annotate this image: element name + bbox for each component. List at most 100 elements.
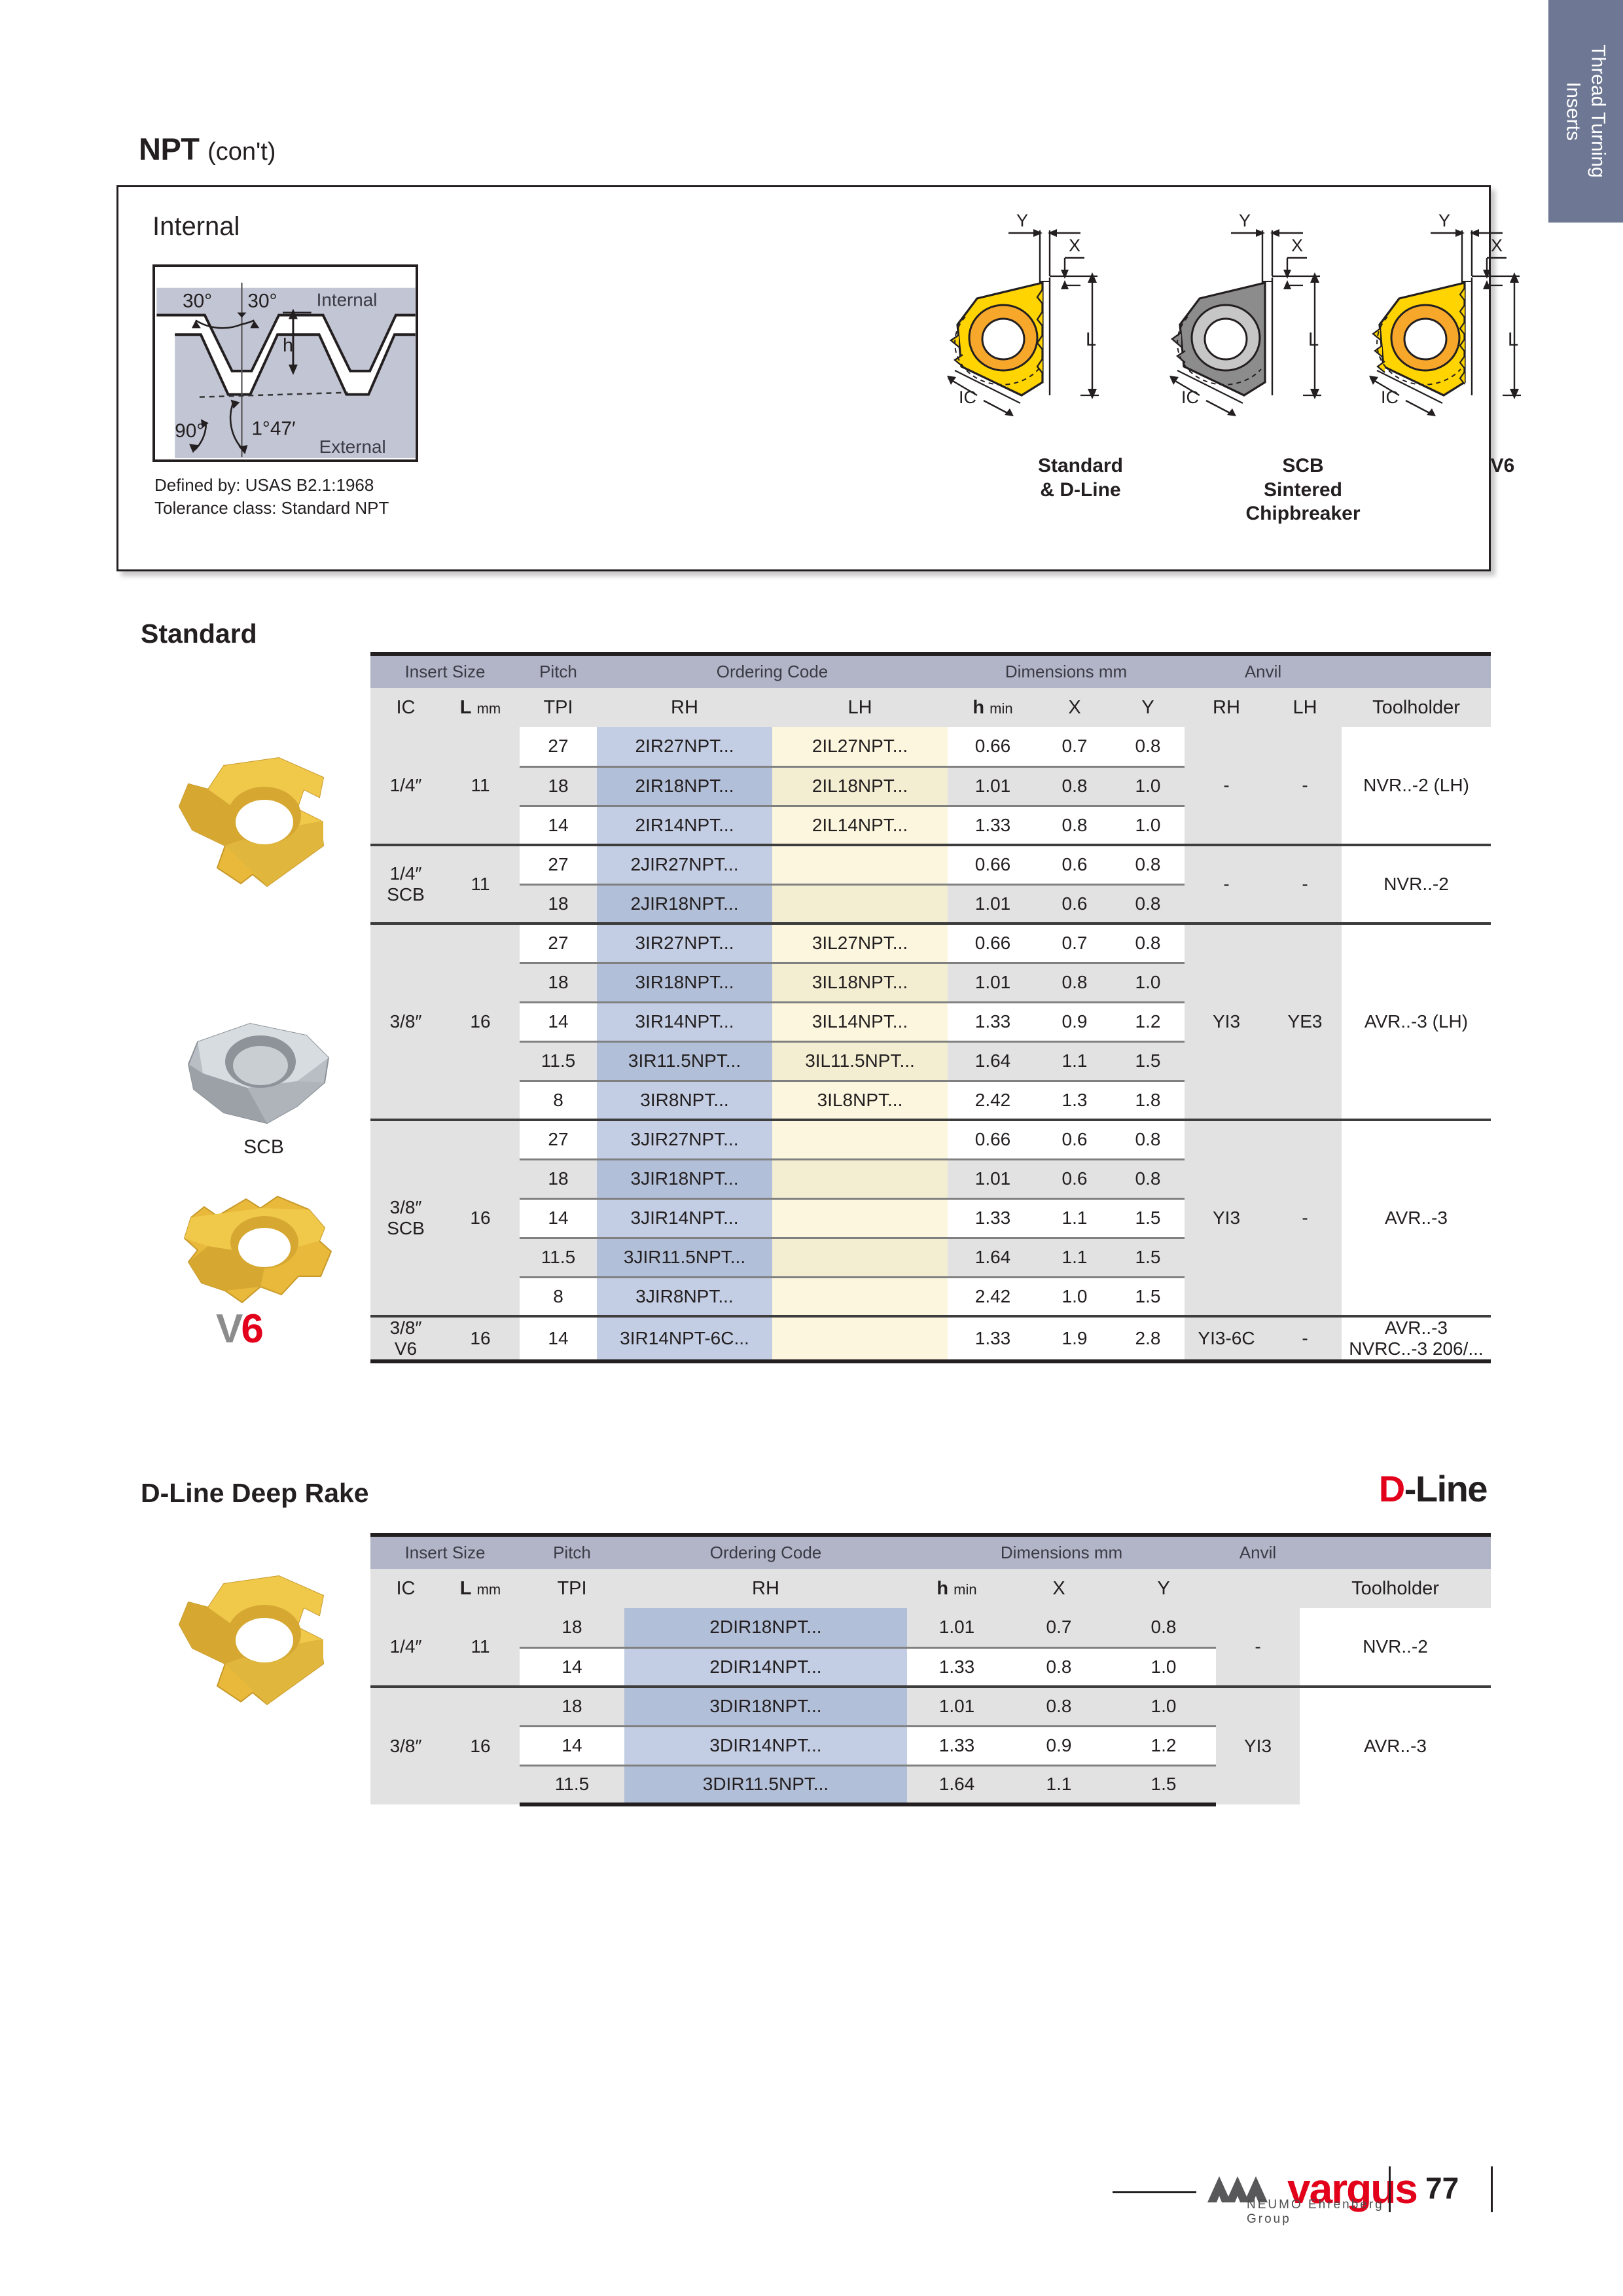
table-row: 18 3IR18NPT... 3IL18NPT... 1.01 0.8 1.0: [370, 961, 1491, 1002]
cell-ordering-code-rh[interactable]: 3JIR27NPT...: [597, 1119, 772, 1159]
cell-dim-y: 0.8: [1111, 883, 1185, 924]
table-row: 18 2IR18NPT... 2IL18NPT... 1.01 0.8 1.0: [370, 765, 1491, 806]
cell-dim-h: 1.33: [948, 1001, 1038, 1041]
cell-ordering-code-rh[interactable]: 2IR27NPT...: [597, 727, 772, 766]
cell-ordering-code-rh[interactable]: 2IR14NPT...: [597, 804, 772, 845]
cell-dim-y: 0.8: [1111, 844, 1185, 884]
cell-ordering-code-rh[interactable]: 3IR8NPT...: [597, 1079, 772, 1120]
thread-profile-diagram: 30° 30° Internal External h 90° 1°47′: [152, 264, 418, 462]
cell-ordering-code-lh[interactable]: 3IL8NPT...: [772, 1079, 948, 1120]
cell-dim-h: 1.33: [948, 1197, 1038, 1238]
column-header-l: L mm: [441, 1569, 520, 1608]
group-header-cell: Dimensions mm: [948, 654, 1185, 688]
defined-by-text: Defined by: USAS B2.1:1968: [154, 475, 374, 495]
column-header-anvil-lh: LH: [1268, 688, 1342, 727]
cell-toolholder: NVR..-2: [1363, 1636, 1428, 1657]
cell-anvil-rh: YI3: [1185, 922, 1268, 1120]
cell-ordering-code-lh[interactable]: [772, 844, 948, 884]
cell-tpi: 14: [520, 1725, 624, 1765]
cell-ordering-code-lh[interactable]: [772, 1315, 948, 1363]
cell-ordering-code-rh[interactable]: 3JIR11.5NPT...: [597, 1236, 772, 1277]
cell-ordering-code-lh[interactable]: [772, 1236, 948, 1277]
insert-standard-caption: Standard & D-Line: [1038, 454, 1123, 502]
cell-ordering-code-rh[interactable]: 3IR14NPT...: [597, 1001, 772, 1041]
cell-anvil-lh: -: [1268, 844, 1342, 924]
cell-dim-y: 1.0: [1111, 804, 1185, 845]
column-header-ic: IC: [370, 1569, 441, 1608]
insert-photo-scb: [187, 1022, 330, 1124]
dim-x-label: X: [1069, 236, 1080, 255]
cell-ordering-code-lh[interactable]: 2IL18NPT...: [772, 765, 948, 806]
cell-dim-h: 1.01: [948, 765, 1038, 806]
cell-tpi: 18: [520, 765, 597, 806]
cell-anvil-rh: YI3: [1185, 1119, 1268, 1316]
dim-x-label: X: [1291, 236, 1303, 255]
cell-ordering-code-lh[interactable]: [772, 1197, 948, 1238]
thread-profile-svg: 30° 30° Internal External h 90° 1°47′: [156, 282, 416, 459]
cell-ordering-code-lh[interactable]: 3IL11.5NPT...: [772, 1040, 948, 1081]
column-header-x: X: [1038, 688, 1111, 727]
tolerance-class-text: Tolerance class: Standard NPT: [154, 498, 389, 518]
dim-y-label: Y: [1438, 211, 1450, 230]
cell-dim-y: 1.5: [1111, 1197, 1185, 1238]
cell-ordering-code-rh[interactable]: 3IR11.5NPT...: [597, 1040, 772, 1081]
cell-ordering-code-rh[interactable]: 3DIR11.5NPT...: [624, 1764, 907, 1806]
cell-ordering-code-rh[interactable]: 3JIR8NPT...: [597, 1276, 772, 1316]
cell-ordering-code-lh[interactable]: [772, 1158, 948, 1198]
cell-ordering-code-lh[interactable]: 2IL14NPT...: [772, 804, 948, 845]
cell-ordering-code-rh[interactable]: 3IR27NPT...: [597, 922, 772, 963]
column-header-ic: IC: [370, 688, 441, 727]
cell-ordering-code-lh[interactable]: 3IL18NPT...: [772, 961, 948, 1002]
cell-ordering-code-rh[interactable]: 3JIR14NPT...: [597, 1197, 772, 1238]
cell-ordering-code-rh[interactable]: 3IR18NPT...: [597, 961, 772, 1002]
cell-dim-h: 1.33: [907, 1646, 1007, 1687]
cell-ordering-code-rh[interactable]: 3JIR18NPT...: [597, 1158, 772, 1198]
cell-ordering-code-lh[interactable]: 3IL27NPT...: [772, 922, 948, 963]
insert-diagram-v6: Y X L: [1365, 207, 1623, 514]
section-heading-standard: Standard: [141, 619, 257, 649]
cell-ordering-code-rh[interactable]: 2DIR14NPT...: [624, 1646, 907, 1687]
cell-insert-size-ic: 3/8″ SCB: [370, 1119, 441, 1316]
cell-tpi: 8: [520, 1079, 597, 1120]
table-row: 1/4″ 11 18 2DIR18NPT... 1.01 0.7 0.8- NVR..-2: [370, 1608, 1491, 1687]
cell-ordering-code-lh[interactable]: [772, 1276, 948, 1316]
insert-scb-caption: SCB Sintered Chipbreaker: [1245, 454, 1360, 526]
column-header-y: Y: [1111, 688, 1185, 727]
cell-dim-h: 1.33: [948, 804, 1038, 845]
group-header-cell: Pitch: [520, 1535, 624, 1569]
insert-v6-svg: Y X L: [1369, 211, 1521, 416]
cell-ordering-code-lh[interactable]: 3IL14NPT...: [772, 1001, 948, 1041]
cell-dim-h: 1.01: [948, 1158, 1038, 1198]
cell-dim-h: 1.64: [948, 1040, 1038, 1081]
cell-ordering-code-lh[interactable]: [772, 883, 948, 924]
cell-ordering-code-lh[interactable]: [772, 1119, 948, 1159]
cell-ordering-code-lh[interactable]: 2IL27NPT...: [772, 727, 948, 766]
cell-dim-h: 1.64: [907, 1764, 1007, 1806]
group-header-cell: Ordering Code: [597, 654, 948, 688]
vargus-logo-mark: [1207, 2176, 1268, 2202]
column-header-rh: RH: [624, 1569, 907, 1608]
cell-anvil: -: [1216, 1608, 1300, 1687]
column-header-anvil: [1216, 1569, 1300, 1608]
cell-dim-y: 1.5: [1111, 1276, 1185, 1316]
cell-ordering-code-rh[interactable]: 3DIR14NPT...: [624, 1725, 907, 1765]
dline-logo-rest: -Line: [1404, 1468, 1488, 1509]
cell-toolholder: NVR..-2 (LH): [1363, 775, 1469, 795]
cell-ordering-code-rh[interactable]: 3DIR18NPT...: [624, 1685, 907, 1726]
cell-tpi: 11.5: [520, 1236, 597, 1277]
table-row: 14 3DIR14NPT... 1.33 0.9 1.2: [370, 1725, 1491, 1765]
cell-dim-x: 1.1: [1038, 1197, 1111, 1238]
cell-insert-size-l: 16: [441, 1119, 520, 1316]
thumbnail-standard-insert: [169, 746, 359, 910]
insert-diagram-standard: Y X L: [943, 207, 1218, 514]
cell-ordering-code-rh[interactable]: 3IR14NPT-6C...: [597, 1315, 772, 1363]
cell-anvil-lh: YE3: [1268, 922, 1342, 1120]
cell-ordering-code-rh[interactable]: 2JIR27NPT...: [597, 844, 772, 884]
cell-insert-size-ic: 1/4″ SCB: [370, 844, 441, 924]
cell-tpi: 14: [520, 1315, 597, 1363]
cell-ordering-code-rh[interactable]: 2IR18NPT...: [597, 765, 772, 806]
cell-ordering-code-rh[interactable]: 2DIR18NPT...: [624, 1608, 907, 1647]
cell-insert-size-l: 11: [441, 727, 520, 845]
cell-ordering-code-rh[interactable]: 2JIR18NPT...: [597, 883, 772, 924]
insert-standard-svg: Y X L: [947, 211, 1099, 416]
